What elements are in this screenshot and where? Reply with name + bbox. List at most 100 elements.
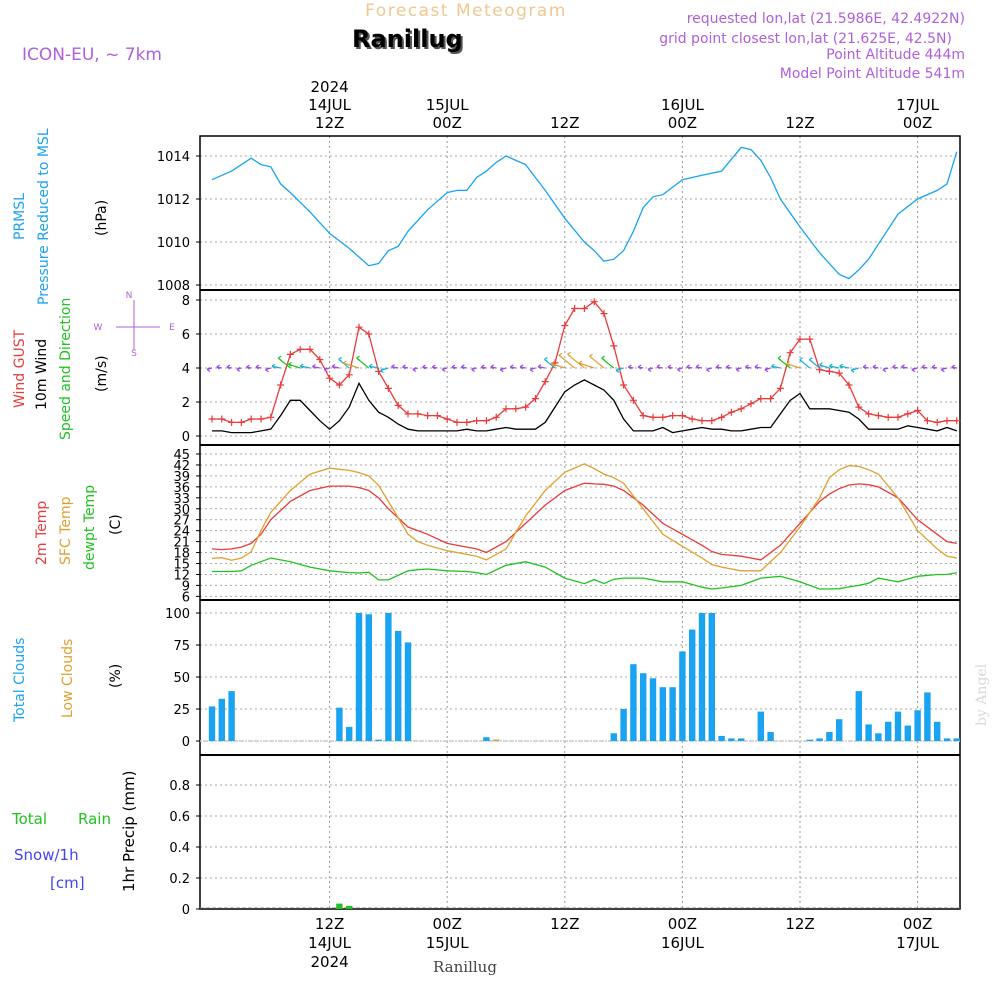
panel-frames bbox=[199, 135, 961, 910]
temp-ytick-13: 45 bbox=[173, 448, 190, 463]
wind-arrow bbox=[647, 367, 654, 372]
watermark: by Angel bbox=[974, 663, 990, 726]
gust-point bbox=[767, 395, 775, 403]
gust-point bbox=[355, 323, 363, 331]
top-date-1: 15JUL bbox=[426, 96, 469, 114]
wind-ytick-0: 0 bbox=[182, 430, 190, 445]
bottom-hour-1: 00Z bbox=[433, 915, 462, 933]
gust-point bbox=[296, 345, 304, 353]
pressure-label-2: Pressure Reduced to MSL bbox=[36, 128, 52, 305]
wind-arrow bbox=[921, 364, 928, 370]
gust-point bbox=[953, 417, 961, 425]
wind-arrow bbox=[615, 367, 624, 373]
low-cloud-bar bbox=[493, 739, 500, 741]
pressure-ytick-1: 1010 bbox=[157, 236, 190, 251]
wind-arrow bbox=[862, 364, 869, 370]
wind-arrow bbox=[441, 367, 448, 372]
wind-arrow bbox=[872, 364, 879, 370]
temp-ytick-11: 39 bbox=[173, 470, 190, 485]
total-cloud-bar bbox=[208, 706, 216, 741]
clouds-ytick-1: 25 bbox=[173, 703, 190, 718]
footer-location: Ranillug bbox=[433, 958, 497, 976]
gust-point bbox=[580, 305, 588, 312]
wind-arrow bbox=[725, 364, 732, 370]
gust-point bbox=[247, 415, 255, 423]
top-hour-4: 12Z bbox=[785, 114, 814, 132]
rain-bar bbox=[346, 905, 353, 909]
top-hour-1: 00Z bbox=[433, 114, 462, 132]
gust-point bbox=[404, 410, 412, 418]
point-altitude: Point Altitude 444m bbox=[826, 47, 965, 63]
temp-dewpt-label: dewpt Temp bbox=[82, 485, 98, 570]
wind-arrow bbox=[771, 363, 781, 369]
total-clouds-label: Total Clouds bbox=[12, 638, 28, 723]
gust-point bbox=[463, 418, 471, 426]
wind-arrow bbox=[951, 364, 957, 370]
wind-arrow bbox=[226, 364, 232, 370]
gust-point bbox=[512, 405, 520, 413]
clouds-ytick-2: 50 bbox=[173, 671, 190, 686]
wind-arrow bbox=[839, 363, 850, 369]
wind-arrow bbox=[255, 364, 262, 370]
total-cloud-bar bbox=[924, 692, 931, 741]
gust-point bbox=[629, 396, 637, 404]
total-cloud-bar bbox=[669, 687, 676, 741]
bottom-hour-5: 00Z bbox=[903, 915, 932, 933]
wind-arrow bbox=[206, 367, 213, 372]
temp-ytick-9: 33 bbox=[173, 492, 190, 507]
low-clouds-label: Low Clouds bbox=[60, 639, 76, 718]
wind-arrow bbox=[745, 364, 752, 370]
temp-ytick-6: 24 bbox=[173, 525, 190, 540]
gust-point bbox=[865, 410, 873, 418]
gust-point bbox=[718, 413, 726, 421]
total-cloud-bar bbox=[404, 642, 412, 741]
wind-arrow bbox=[499, 367, 507, 373]
wind-arrow bbox=[677, 367, 683, 372]
gust-point bbox=[845, 381, 853, 389]
top-date-0: 14JUL bbox=[308, 96, 351, 114]
total-cloud-bar bbox=[875, 733, 882, 741]
wind-arrow bbox=[529, 367, 536, 373]
temp-unit: (C) bbox=[108, 514, 124, 535]
wind-arrow bbox=[537, 364, 546, 370]
precip-ytick-4: 0.8 bbox=[169, 779, 190, 794]
gust-point bbox=[659, 413, 667, 421]
total-cloud-bar bbox=[336, 707, 343, 741]
bottom-date-0: 14JUL bbox=[308, 934, 351, 952]
gust-point bbox=[678, 412, 686, 420]
gust-point bbox=[874, 412, 882, 420]
precip-ytick-1: 0.2 bbox=[169, 872, 190, 887]
gust-point bbox=[453, 418, 461, 426]
bottom-hour-4: 12Z bbox=[785, 915, 814, 933]
gust-point bbox=[943, 417, 951, 425]
gust-point bbox=[502, 405, 510, 413]
total-cloud-bar bbox=[904, 725, 911, 741]
wind-arrow bbox=[368, 363, 379, 369]
wind-arrow bbox=[558, 352, 575, 369]
gust-point bbox=[443, 415, 451, 423]
temp-2m-label: 2m Temp bbox=[34, 501, 50, 565]
gust-point bbox=[796, 335, 804, 343]
gust-point bbox=[561, 322, 569, 329]
precip-ytick-3: 0.6 bbox=[169, 810, 190, 825]
wind-ytick-3: 6 bbox=[182, 328, 190, 343]
gust-point bbox=[384, 384, 392, 392]
wind-arrow bbox=[323, 367, 330, 373]
wind-arrow bbox=[402, 364, 409, 370]
gust-point bbox=[473, 417, 481, 425]
total-cloud-bar bbox=[689, 629, 696, 741]
compass-rose: N W E S bbox=[94, 291, 176, 359]
total-cloud-bar bbox=[630, 664, 637, 741]
gust-point bbox=[208, 415, 216, 423]
wind-arrow bbox=[589, 353, 605, 369]
wind-arrow bbox=[265, 367, 271, 373]
gust-point bbox=[825, 367, 833, 375]
temp-ytick-10: 36 bbox=[173, 481, 190, 496]
temp-line-2 bbox=[212, 557, 957, 590]
wind-arrow bbox=[277, 355, 291, 369]
gust-point bbox=[531, 395, 539, 403]
pressure-label-1: PRMSL bbox=[12, 193, 28, 240]
wind-arrow bbox=[764, 367, 771, 373]
total-cloud-bar bbox=[365, 614, 372, 741]
wind-arrow bbox=[431, 364, 438, 370]
